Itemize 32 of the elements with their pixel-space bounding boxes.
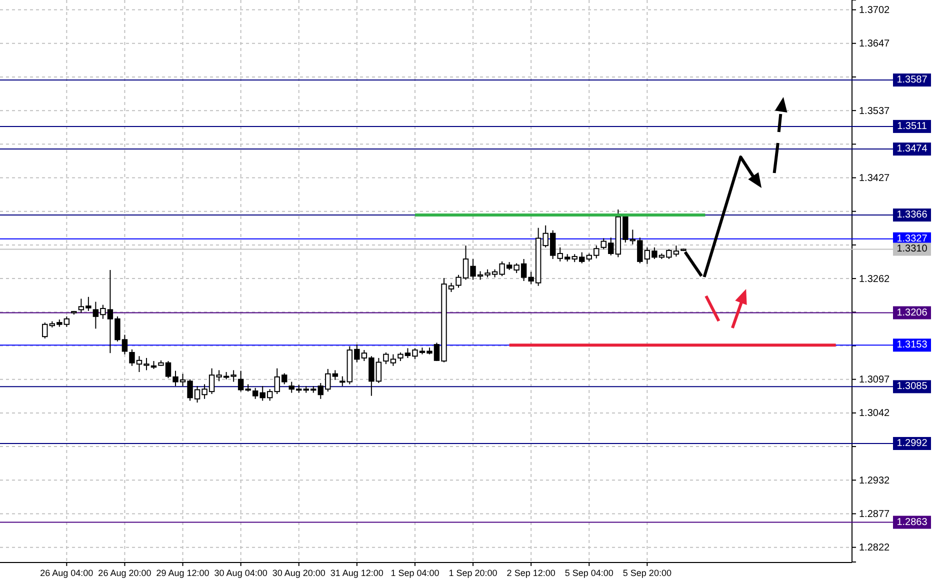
x-tick-label: 31 Aug 12:00 bbox=[330, 568, 384, 578]
x-tick-label: 30 Aug 04:00 bbox=[214, 568, 268, 578]
ref-line-label: 1.3085 bbox=[896, 381, 928, 392]
y-tick-label: 1.3647 bbox=[859, 38, 890, 50]
y-tick-label: 1.2822 bbox=[859, 542, 890, 554]
ref-line-label: 1.2992 bbox=[896, 438, 928, 449]
y-tick-label: 1.3042 bbox=[859, 408, 890, 420]
x-tick-label: 26 Aug 20:00 bbox=[98, 568, 152, 578]
ref-line-label: 1.3511 bbox=[897, 120, 928, 132]
y-tick-label: 1.3427 bbox=[859, 172, 890, 184]
ref-line-label: 1.2863 bbox=[896, 516, 928, 528]
y-tick-label: 1.3702 bbox=[859, 4, 890, 16]
x-tick-label: 30 Aug 20:00 bbox=[272, 568, 326, 578]
x-tick-label: 5 Sep 20:00 bbox=[622, 568, 672, 578]
y-tick-label: 1.3262 bbox=[859, 274, 890, 285]
ref-line-label: 1.3153 bbox=[896, 340, 928, 351]
ref-line-label: 1.3474 bbox=[896, 144, 928, 155]
x-tick-label: 1 Sep 20:00 bbox=[448, 568, 498, 578]
y-tick-label: 1.2932 bbox=[859, 475, 890, 486]
ref-line-label: 1.3327 bbox=[896, 233, 928, 244]
y-tick-label: 1.3097 bbox=[859, 374, 890, 386]
y-tick-label: 1.2877 bbox=[859, 508, 890, 520]
x-tick-label: 29 Aug 12:00 bbox=[156, 568, 210, 578]
ref-line-label: 1.3587 bbox=[896, 74, 928, 86]
ref-line-label: 1.3206 bbox=[896, 307, 928, 318]
x-tick-label: 1 Sep 04:00 bbox=[390, 568, 440, 578]
ref-line-label: 1.3310 bbox=[896, 244, 928, 255]
ref-line-label: 1.3366 bbox=[896, 210, 928, 221]
x-tick-label: 26 Aug 04:00 bbox=[40, 568, 94, 578]
x-tick-label: 2 Sep 12:00 bbox=[506, 568, 556, 578]
x-tick-label: 5 Sep 04:00 bbox=[564, 568, 614, 578]
y-tick-label: 1.3537 bbox=[859, 106, 890, 117]
